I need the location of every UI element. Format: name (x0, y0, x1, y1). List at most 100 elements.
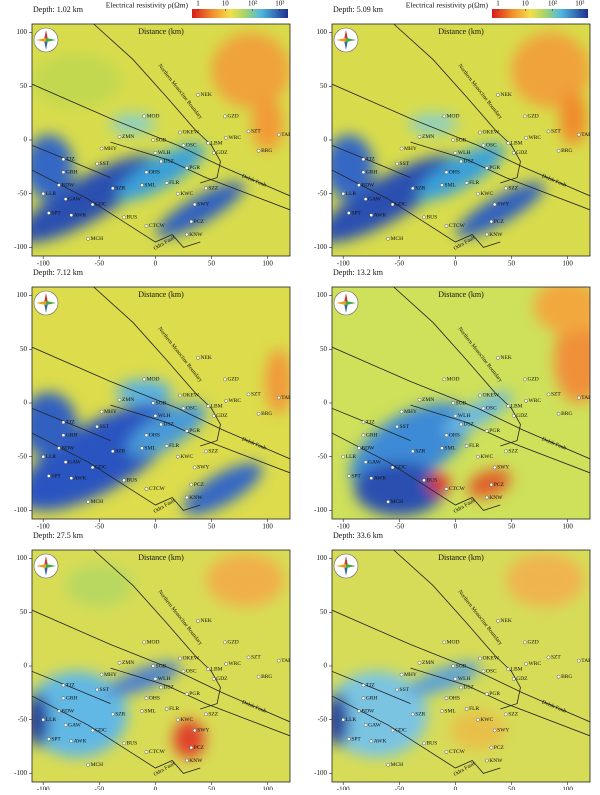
resistivity-patch (332, 134, 374, 200)
title-box (30, 4, 92, 16)
station-label: OHS (449, 695, 460, 701)
station-label: TAR (281, 395, 292, 401)
station-marker (181, 406, 186, 411)
station-marker (386, 500, 390, 504)
station-marker (184, 758, 189, 763)
station-label: PCZ (494, 219, 505, 225)
station-marker (142, 640, 146, 645)
station-label: NEK (201, 355, 212, 361)
station-label: SWY (197, 202, 209, 208)
station-marker (256, 148, 261, 153)
station-marker (506, 141, 510, 146)
station-marker (496, 356, 500, 360)
resistivity-patch (456, 182, 545, 238)
compass-arrow (46, 564, 56, 568)
compass-arrow (44, 30, 48, 40)
station-label: SZR (115, 712, 125, 718)
fault-line (93, 550, 221, 710)
station-marker (476, 717, 480, 722)
resistivity-patch (32, 392, 77, 457)
station-label: KNW (489, 232, 503, 238)
y-tick-label: 100 (317, 291, 328, 299)
station-label: FLR (469, 443, 479, 449)
station-label: ZMN (422, 660, 434, 666)
station-marker (347, 211, 351, 215)
station-label: OSC (486, 669, 497, 675)
station-marker (444, 487, 449, 491)
station-marker (140, 709, 144, 713)
station-label: SML (144, 182, 156, 188)
station-label: GDC (95, 465, 107, 471)
station-label: AWK (374, 475, 387, 481)
title-box (30, 267, 92, 279)
station-label: DSZ (164, 685, 175, 691)
fault-line (393, 550, 521, 710)
x-tick-label: -50 (395, 260, 405, 268)
station-marker (164, 181, 169, 185)
resistivity-patch (65, 563, 133, 607)
station-marker (69, 476, 74, 480)
station-label: SPT (51, 473, 61, 479)
station-marker (410, 449, 415, 454)
station-marker (140, 183, 144, 187)
station-label: SGB (456, 663, 467, 669)
station-label: BUS (126, 478, 137, 484)
station-label: MCH (391, 236, 404, 242)
y-tick-label: 50 (20, 608, 28, 616)
station-label: WLH (158, 676, 171, 682)
station-label: DSZ (464, 422, 475, 428)
station-label: GRH (66, 695, 78, 701)
station-marker (464, 707, 469, 711)
station-marker (444, 696, 449, 701)
station-marker (246, 392, 251, 397)
station-label: TJZ (66, 420, 76, 426)
station-label: MHY (404, 409, 417, 415)
station-label: OHS (149, 695, 160, 701)
station-marker (363, 723, 368, 727)
station-label: GRH (366, 169, 378, 175)
colorbar-tick-label: 10² (548, 0, 557, 8)
station-marker (176, 454, 180, 459)
x-tick-label: -100 (37, 260, 50, 268)
station-marker (492, 465, 497, 470)
y-tick-label: 50 (20, 82, 28, 90)
station-marker (276, 132, 281, 137)
x-tick-label: 50 (208, 786, 216, 790)
station-label: DSZ (164, 422, 175, 428)
station-label: GDZ (516, 413, 528, 419)
station-marker (117, 134, 122, 139)
station-marker (484, 429, 489, 433)
panel-title: Depth: 27.5 km (33, 531, 84, 540)
station-marker (511, 151, 516, 155)
station-label: GAW (68, 459, 82, 465)
station-label: MOD (447, 114, 460, 120)
station-marker (117, 397, 122, 402)
x-tick-label: 0 (454, 523, 458, 531)
station-label: OHS (149, 169, 160, 175)
station-label: KNW (489, 758, 503, 764)
station-marker (99, 409, 104, 414)
station-marker (444, 433, 449, 438)
station-label: ZMN (422, 397, 434, 403)
y-tick-label: 100 (17, 28, 28, 36)
station-marker (357, 446, 361, 450)
station-label: MHY (404, 146, 417, 152)
station-label: BRG (261, 148, 272, 154)
station-marker (442, 114, 446, 119)
y-tick-label: 0 (324, 399, 328, 407)
station-label: SPT (351, 210, 361, 216)
station-marker (184, 429, 189, 433)
station-label: WRC (229, 398, 242, 404)
station-label: TJZ (366, 420, 376, 426)
station-label: TAR (581, 395, 592, 401)
x-tick-label: 0 (154, 523, 158, 531)
resistivity-field (32, 349, 290, 515)
station-marker (504, 449, 508, 454)
station-marker (464, 181, 469, 185)
station-label: GAW (68, 722, 82, 728)
station-label: GAW (368, 196, 382, 202)
